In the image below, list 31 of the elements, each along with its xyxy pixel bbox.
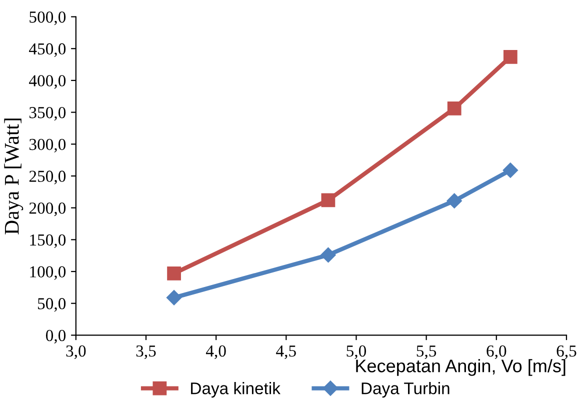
point — [503, 50, 518, 64]
point — [446, 193, 462, 208]
x-tick-label: 5,0 — [346, 345, 366, 360]
x-tick-label: 4,0 — [206, 345, 226, 360]
y-tick-label: 150,0 — [30, 234, 66, 248]
x-tick-label: 3,5 — [136, 345, 156, 360]
y-tick-label: 500,0 — [30, 11, 66, 26]
y-tick-label: 100,0 — [30, 266, 66, 280]
x-tick-label: 4,5 — [276, 346, 296, 360]
y-tick-label: 250,0 — [29, 170, 66, 184]
y-tick-label: 350,0 — [29, 106, 66, 121]
point — [320, 247, 336, 263]
y-tick-label: 50,0 — [38, 298, 66, 312]
y-tick-label: 300,0 — [29, 138, 66, 152]
legend-label: Daya kinetik — [191, 382, 280, 398]
y-axis-title: Daya P [Watt] — [4, 118, 24, 234]
point — [321, 193, 336, 208]
point — [166, 290, 182, 306]
x-tick-label: 5,5 — [416, 346, 436, 360]
x-tick-label: 3,0 — [66, 345, 86, 360]
y-tick-label: 0,0 — [46, 330, 66, 344]
y-tick-label: 400,0 — [29, 75, 66, 89]
x-tick-label: 6,5 — [556, 345, 576, 360]
point — [167, 266, 181, 280]
point — [502, 162, 518, 178]
legend-label: Daya Turbin — [362, 382, 450, 398]
x-tick-label: 6,0 — [486, 345, 506, 360]
y-tick-label: 200,0 — [29, 202, 66, 216]
x-axis-title: Kecepatan Angin, Vo [m/s] — [356, 359, 566, 376]
y-tick-label: 450,0 — [29, 43, 66, 57]
point — [447, 102, 462, 116]
